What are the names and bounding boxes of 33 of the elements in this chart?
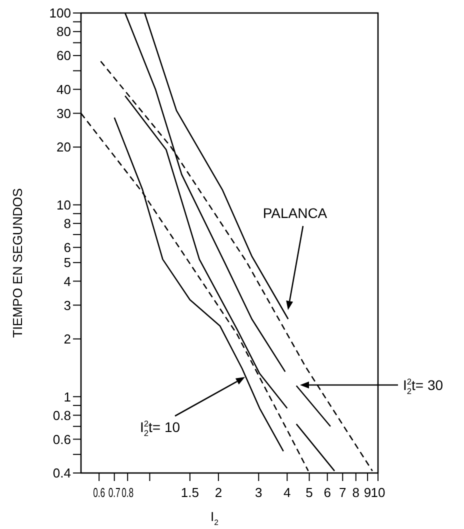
x-tick-label: 8	[352, 485, 360, 500]
y-tick-label: 1	[64, 389, 71, 404]
x-tick-label: 3	[255, 485, 262, 500]
x-tick-label: 1.5	[180, 485, 199, 500]
y-tick-label: 0.8	[52, 408, 71, 423]
annotation: I$^{2}$$_{2}$t= 10	[140, 418, 180, 438]
x-tick-label: 0.8	[122, 485, 140, 500]
x-tick-label: 5	[306, 485, 313, 500]
x-tick-label: 10	[370, 485, 386, 500]
x-tick-label: 2	[214, 485, 222, 500]
y-tick-label: 20	[56, 140, 71, 155]
annotation: PALANCA	[262, 205, 328, 221]
x-tick-label: 7	[339, 485, 346, 500]
y-tick-label: 80	[56, 24, 71, 40]
y-tick-label: 30	[56, 106, 71, 121]
x-tick-label: 9	[364, 485, 372, 500]
y-tick-label: 60	[56, 48, 71, 64]
y-tick-label: 10	[56, 197, 71, 212]
y-tick-label: 2	[64, 332, 71, 347]
y-tick-label: 100	[49, 6, 71, 21]
y-axis-title: TIEMPO EN SEGUNDOS	[10, 188, 25, 338]
y-tick-label: 0.4	[52, 466, 71, 481]
text: I$^{2}$$_{2}$t= 30	[402, 376, 444, 396]
y-tick-label: 8	[64, 216, 71, 232]
x-tick-label: 4	[284, 485, 291, 500]
y-tick-label: 6	[64, 240, 71, 256]
y-tick-label: 4	[64, 274, 71, 289]
x-axis-title: I$_{2}$	[210, 509, 218, 527]
y-tick-label: 5	[64, 255, 71, 270]
y-tick-label: 0.6	[52, 432, 71, 447]
x-tick-label: 6	[324, 485, 331, 500]
y-tick-label: 40	[56, 82, 71, 97]
y-tick-label: 3	[64, 298, 71, 313]
